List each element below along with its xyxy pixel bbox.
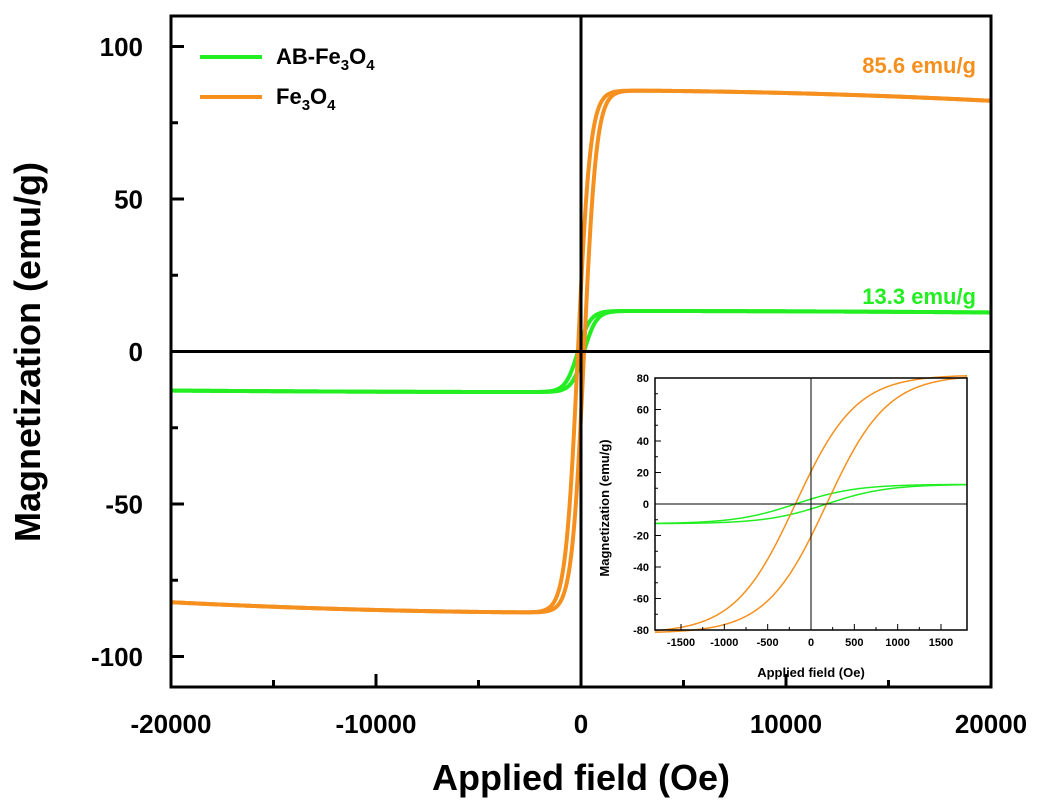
inset-y-tick-label: 60 (637, 404, 649, 416)
legend-label-ab-fe3o4: AB-Fe3O4 (276, 44, 375, 74)
main-y-tick-label: -100 (91, 642, 143, 672)
main-x-tick-label: -10000 (336, 709, 417, 739)
inset-y-axis-label: Magnetization (emu/g) (597, 439, 612, 576)
main-y-tick-label: 50 (114, 184, 143, 214)
inset-y-tick-label: 80 (637, 373, 649, 385)
x-axis-label: Applied field (Oe) (432, 757, 730, 798)
legend: AB-Fe3O4 Fe3O4 (200, 44, 375, 114)
inset-x-tick-label: 1500 (929, 637, 953, 649)
main-y-tick-label: -50 (105, 489, 143, 519)
inset-x-axis-label: Applied field (Oe) (757, 665, 865, 680)
inset-x-tick-label: -1500 (667, 637, 695, 649)
annotation-fe3o4-saturation: 85.6 emu/g (862, 53, 976, 78)
main-y-tick-label: 100 (100, 32, 143, 62)
inset-y-tick-label: -40 (633, 562, 649, 574)
main-x-tick-label: -20000 (131, 709, 212, 739)
inset-ticks: -1500 -1000 -500 0 500 1000 1500 -80 -60 -40 -20 0 2… (633, 373, 953, 649)
main-y-tick-label: 0 (129, 337, 143, 367)
main-x-tick-label: 0 (574, 709, 588, 739)
inset-x-tick-label: 0 (808, 637, 814, 649)
inset-y-tick-label: -80 (633, 625, 649, 637)
main-x-tick-label: 10000 (750, 709, 822, 739)
inset-y-tick-label: -60 (633, 593, 649, 605)
inset-y-tick-label: 0 (643, 499, 649, 511)
y-axis-label: Magnetization (emu/g) (7, 162, 48, 542)
inset-x-tick-label: 500 (845, 637, 863, 649)
main-x-tick-label: 20000 (955, 709, 1027, 739)
inset-y-tick-label: 40 (637, 436, 649, 448)
legend-label-fe3o4: Fe3O4 (276, 84, 336, 114)
inset-x-tick-label: -500 (757, 637, 779, 649)
main-plot-frame (169, 14, 993, 689)
inset-x-tick-label: -1000 (710, 637, 738, 649)
annotation-ab-fe3o4-saturation: 13.3 emu/g (862, 284, 976, 309)
inset-plot-frame (654, 377, 968, 631)
inset-plot: -1500 -1000 -500 0 500 1000 1500 -80 -60 -40 -20 0 2… (597, 373, 968, 680)
inset-x-tick-label: 1000 (885, 637, 909, 649)
inset-y-tick-label: 20 (637, 467, 649, 479)
inset-y-tick-label: -20 (633, 530, 649, 542)
